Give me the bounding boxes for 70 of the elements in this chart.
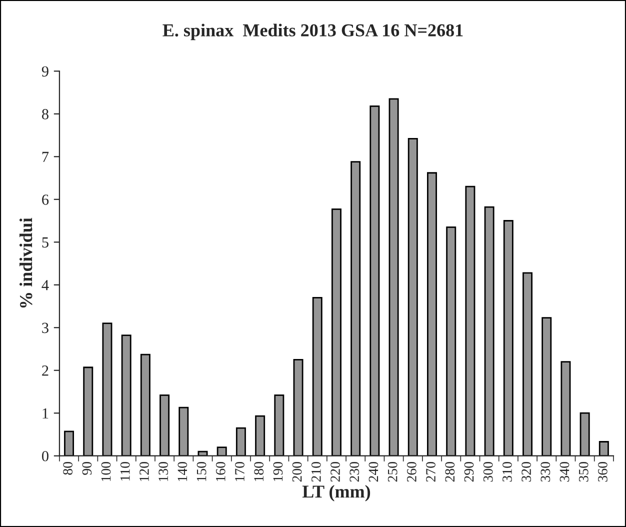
bar: [274, 394, 284, 456]
x-tick-label: 140: [178, 462, 188, 482]
x-tick-label: 100: [101, 462, 111, 482]
bar: [446, 226, 456, 456]
bar: [255, 415, 266, 456]
x-tick-label: 350: [578, 462, 588, 482]
bar: [465, 186, 476, 456]
bar: [560, 361, 571, 456]
bar: [408, 138, 418, 456]
x-tick-label: 190: [273, 462, 283, 482]
x-tick-label: 330: [540, 462, 550, 482]
bar: [370, 106, 380, 456]
y-tick-label: 0: [42, 450, 48, 462]
x-tick-label: 180: [254, 462, 264, 482]
bar: [121, 334, 132, 456]
bar: [178, 406, 189, 456]
bar: [388, 98, 399, 456]
x-tick-label: 90: [82, 462, 92, 475]
x-tick-label: 250: [388, 462, 398, 482]
x-tick-label: 290: [464, 462, 474, 482]
x-tick-label: 280: [445, 462, 455, 482]
bar: [140, 354, 150, 456]
bar: [216, 446, 227, 456]
y-tick-label: 9: [42, 66, 48, 77]
x-tick-label: 80: [63, 462, 72, 475]
chart-title: E. spinax Medits 2013 GSA 16 N=2681: [162, 24, 463, 40]
x-tick-label: 300: [483, 462, 493, 482]
x-tick-label: 130: [158, 462, 168, 482]
x-tick-label: 200: [292, 462, 302, 482]
bar: [331, 208, 342, 456]
x-axis-title: LT (mm): [302, 485, 370, 502]
y-tick-label: 5: [42, 237, 48, 248]
bar: [427, 172, 437, 456]
x-tick-label: 220: [330, 462, 340, 482]
x-tick-label: 360: [598, 462, 608, 482]
bar: [580, 412, 590, 456]
y-tick-label: 3: [42, 322, 48, 334]
y-tick-label: 7: [42, 152, 49, 162]
x-tick-label: 240: [368, 462, 378, 482]
y-tick-label: 8: [42, 109, 48, 120]
bar: [236, 427, 246, 456]
bar: [312, 297, 322, 456]
x-tick-label: 270: [426, 462, 436, 482]
y-tick-label: 4: [42, 280, 49, 290]
y-tick-label: 2: [42, 366, 48, 376]
bar: [598, 441, 609, 456]
x-tick-label: 320: [522, 462, 531, 482]
x-tick-label: 120: [140, 462, 149, 482]
y-tick-label: 6: [42, 194, 49, 205]
x-tick-label: 310: [502, 462, 512, 482]
y-axis-title: % individui: [19, 218, 32, 308]
bar: [293, 358, 304, 456]
x-tick-label: 160: [216, 462, 226, 482]
bar: [542, 317, 552, 456]
x-tick-label: 230: [350, 462, 360, 482]
bar: [102, 322, 112, 456]
x-tick-label: 210: [311, 462, 321, 482]
bar: [484, 206, 494, 456]
x-tick-label: 340: [560, 462, 570, 482]
bar: [64, 430, 74, 456]
y-tick-label: 1: [42, 408, 48, 418]
bar: [503, 220, 514, 456]
bar: [83, 366, 94, 456]
bar: [522, 272, 533, 456]
x-tick-label: 170: [235, 462, 244, 482]
bar: [350, 161, 361, 456]
x-tick-label: 110: [120, 462, 130, 480]
bar: [160, 394, 170, 456]
x-tick-label: 260: [406, 462, 416, 482]
x-tick-label: 150: [196, 462, 206, 482]
